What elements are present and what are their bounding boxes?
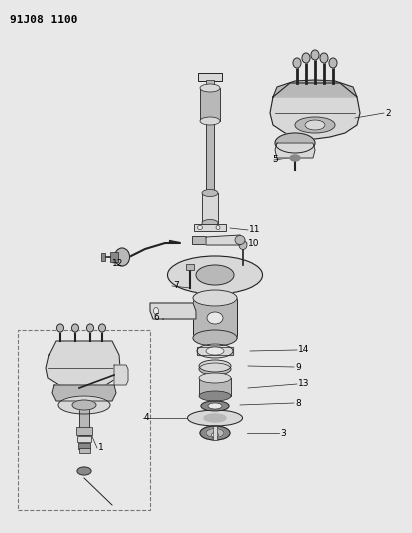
Polygon shape [270,83,360,139]
Ellipse shape [290,155,300,161]
Text: 2: 2 [385,109,391,117]
Bar [18,330,150,510]
Text: 91J08 1100: 91J08 1100 [10,15,77,25]
Ellipse shape [202,190,218,197]
Text: 10: 10 [248,238,260,247]
Ellipse shape [239,240,247,249]
Text: 12: 12 [112,259,123,268]
Ellipse shape [187,410,243,426]
Ellipse shape [302,53,310,63]
Ellipse shape [235,236,245,245]
Ellipse shape [199,373,231,383]
Ellipse shape [77,467,91,475]
Text: 4: 4 [144,414,150,423]
Ellipse shape [295,117,335,133]
Bar [197,347,233,355]
Bar [78,443,90,449]
Ellipse shape [202,220,218,227]
Ellipse shape [199,391,231,401]
Bar [193,298,237,338]
Text: 13: 13 [298,379,309,389]
Polygon shape [52,385,116,401]
Ellipse shape [204,414,226,422]
Ellipse shape [216,225,220,230]
Text: 14: 14 [298,345,309,354]
Polygon shape [46,341,120,389]
Ellipse shape [208,403,222,409]
Ellipse shape [206,347,224,355]
Ellipse shape [168,256,262,294]
Ellipse shape [58,396,110,414]
Bar [79,405,89,435]
Ellipse shape [293,58,301,68]
Text: 9: 9 [295,362,301,372]
Ellipse shape [196,265,234,285]
Bar [110,252,118,262]
Polygon shape [150,303,196,319]
Bar [101,253,105,261]
Ellipse shape [211,432,218,438]
Bar [206,80,214,88]
Text: 8: 8 [295,399,301,408]
Bar [77,436,91,442]
Ellipse shape [193,290,237,306]
Bar [186,264,194,270]
Bar [200,88,220,121]
Bar [206,121,214,193]
Ellipse shape [193,330,237,346]
Ellipse shape [200,117,220,125]
Bar [199,378,231,396]
Text: 5: 5 [272,156,278,165]
Ellipse shape [72,400,96,410]
Ellipse shape [200,84,220,92]
Bar [194,224,226,231]
Polygon shape [114,365,128,385]
Polygon shape [206,235,245,245]
Bar [192,236,206,244]
Ellipse shape [154,308,159,314]
Bar [198,73,222,81]
Ellipse shape [197,344,233,358]
Ellipse shape [56,324,63,332]
Bar [76,427,92,435]
Polygon shape [273,80,357,97]
Ellipse shape [72,324,79,332]
Ellipse shape [329,58,337,68]
Ellipse shape [87,324,94,332]
Bar [79,448,90,453]
Ellipse shape [199,360,231,372]
Ellipse shape [311,50,319,60]
Polygon shape [275,143,315,158]
Bar [197,347,233,355]
Ellipse shape [275,133,315,153]
Text: 1: 1 [98,443,104,453]
Ellipse shape [200,426,230,440]
Text: 7: 7 [173,281,179,290]
Ellipse shape [320,53,328,63]
Text: 11: 11 [249,225,260,235]
Ellipse shape [98,324,105,332]
Ellipse shape [199,363,231,375]
Text: 6: 6 [153,313,159,322]
Bar [213,426,217,440]
Bar [202,193,218,223]
Ellipse shape [201,401,229,411]
Ellipse shape [207,312,223,324]
Ellipse shape [115,248,129,266]
Text: 3: 3 [280,429,286,438]
Ellipse shape [206,429,224,438]
Ellipse shape [305,120,325,130]
Ellipse shape [197,225,203,230]
